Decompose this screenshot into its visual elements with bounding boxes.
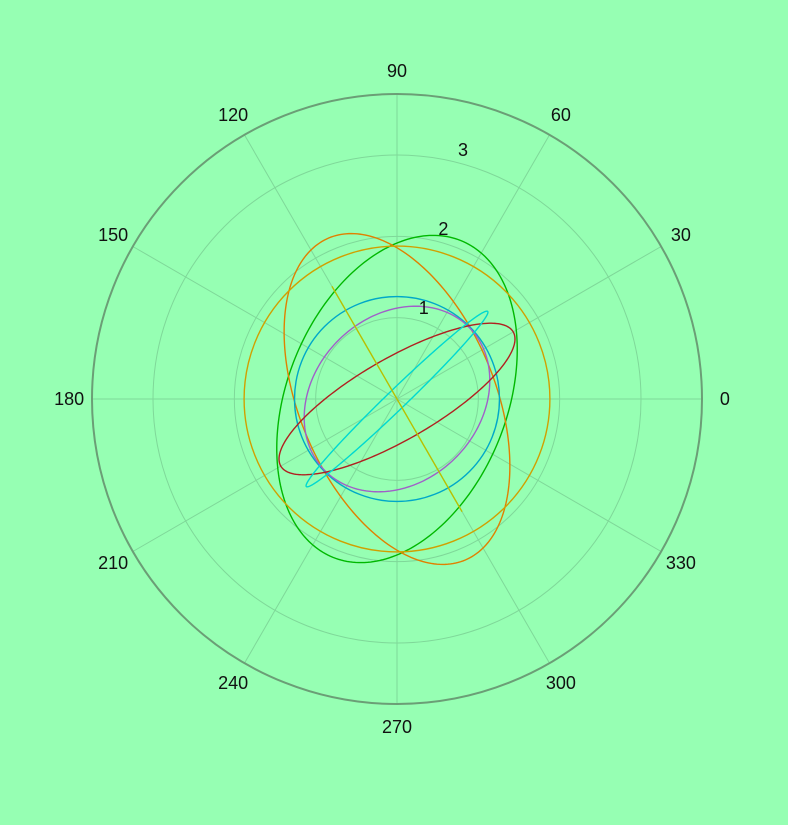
theta-tick-label-330: 330 bbox=[666, 553, 696, 573]
series-line-1 bbox=[276, 234, 518, 564]
series-line-4 bbox=[293, 295, 501, 503]
theta-tick-label-120: 120 bbox=[218, 105, 248, 125]
series-line-5 bbox=[303, 305, 491, 493]
theta-tick-label-180: 180 bbox=[54, 389, 84, 409]
theta-tick-label-300: 300 bbox=[546, 673, 576, 693]
series-line-7 bbox=[305, 310, 489, 488]
series-group bbox=[243, 232, 551, 566]
series-line-3 bbox=[243, 245, 551, 553]
r-tick-label-1: 1 bbox=[419, 298, 429, 318]
r-tick-label-3: 3 bbox=[458, 140, 468, 160]
series-line-8 bbox=[331, 285, 463, 513]
theta-tick-label-90: 90 bbox=[387, 61, 407, 81]
tick-labels: 0 30 60 90 120 150 180 210 240 270 300 330 1 2 3 bbox=[54, 61, 730, 737]
theta-tick-label-0: 0 bbox=[720, 389, 730, 409]
theta-tick-label-150: 150 bbox=[98, 225, 128, 245]
theta-tick-label-210: 210 bbox=[98, 553, 128, 573]
series-line-6 bbox=[278, 322, 516, 476]
series-line-2 bbox=[283, 232, 511, 566]
polar-frame bbox=[91, 93, 703, 705]
r-tick-label-2: 2 bbox=[438, 219, 448, 239]
theta-tick-label-60: 60 bbox=[551, 105, 571, 125]
theta-tick-label-270: 270 bbox=[382, 717, 412, 737]
theta-tick-label-240: 240 bbox=[218, 673, 248, 693]
theta-tick-label-30: 30 bbox=[671, 225, 691, 245]
